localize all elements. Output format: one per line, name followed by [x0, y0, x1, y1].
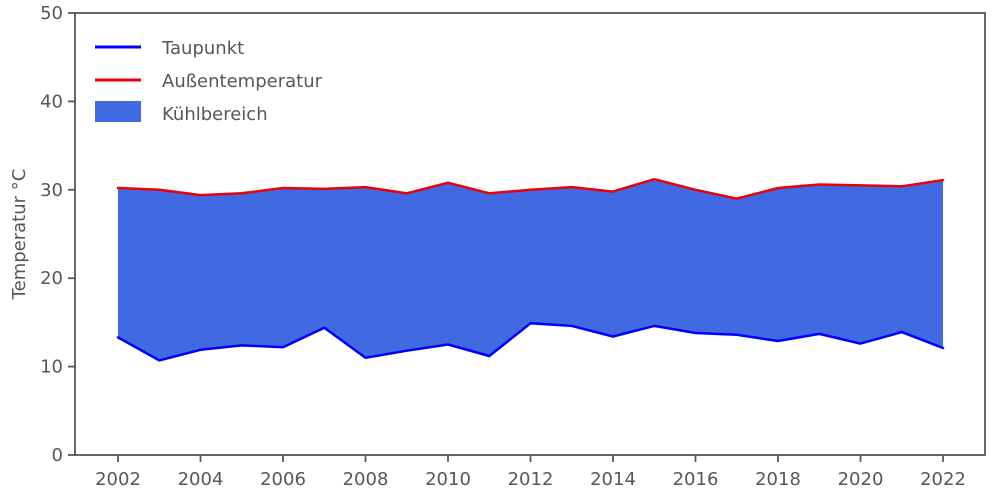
x-tick-label: 2016 — [673, 469, 719, 490]
y-axis-label: Temperatur °C — [9, 169, 30, 301]
x-tick-label: 2002 — [95, 469, 141, 490]
plot-series — [116, 177, 945, 362]
x-tick-label: 2004 — [178, 469, 224, 490]
line-taupunkt — [116, 322, 945, 362]
legend-label-taupunkt: Taupunkt — [161, 38, 244, 59]
legend-label-kuehlbereich: Kühlbereich — [162, 104, 268, 125]
x-tick-label: 2010 — [425, 469, 471, 490]
y-tick-label: 50 — [40, 3, 63, 24]
y-tick-label: 10 — [40, 357, 63, 378]
x-tick-label: 2020 — [838, 469, 884, 490]
y-tick-label: 40 — [40, 91, 63, 112]
x-tick-label: 2008 — [343, 469, 389, 490]
x-tick-label: 2014 — [590, 469, 636, 490]
y-tick-label: 0 — [52, 445, 63, 466]
x-tick-label: 2022 — [920, 469, 966, 490]
x-tick-label: 2012 — [508, 469, 554, 490]
x-tick-label: 2006 — [260, 469, 306, 490]
legend-label-aussentemperatur: Außentemperatur — [162, 71, 323, 92]
y-axis-ticks: 0 10 20 30 40 50 — [40, 3, 75, 466]
x-axis-ticks: 2002 2004 2006 2008 2010 2012 2014 2016 2018 2020… — [95, 455, 966, 490]
line-aussentemperatur — [116, 177, 945, 200]
legend-patch-kuehlbereich-icon — [95, 101, 141, 122]
x-tick-label: 2018 — [755, 469, 801, 490]
y-tick-label: 20 — [40, 268, 63, 289]
area-kuehlbereich — [118, 179, 943, 361]
y-tick-label: 30 — [40, 180, 63, 201]
legend: Taupunkt Außentemperatur Kühlbereich — [95, 38, 323, 125]
